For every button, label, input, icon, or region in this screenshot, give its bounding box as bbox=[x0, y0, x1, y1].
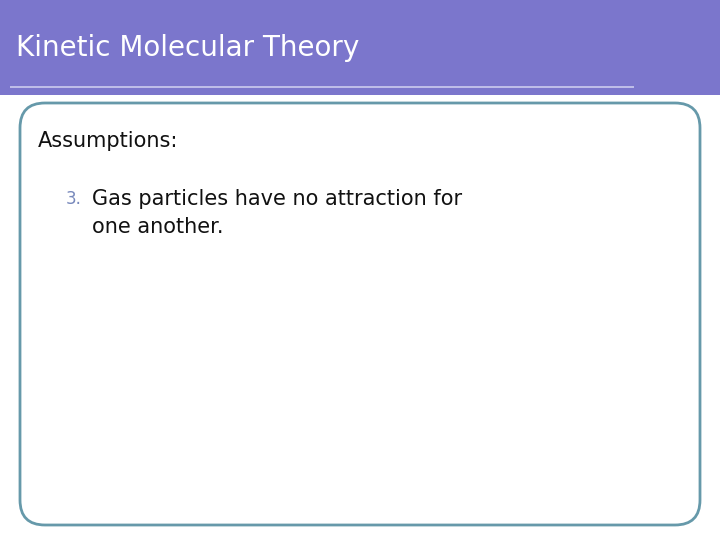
Text: one another.: one another. bbox=[92, 217, 223, 237]
FancyBboxPatch shape bbox=[20, 103, 700, 525]
Text: Kinetic Molecular Theory: Kinetic Molecular Theory bbox=[16, 33, 359, 62]
Text: Assumptions:: Assumptions: bbox=[38, 131, 179, 151]
Text: Gas particles have no attraction for: Gas particles have no attraction for bbox=[92, 189, 462, 209]
Bar bbox=[0, 0, 720, 95]
Text: 3.: 3. bbox=[66, 190, 82, 208]
